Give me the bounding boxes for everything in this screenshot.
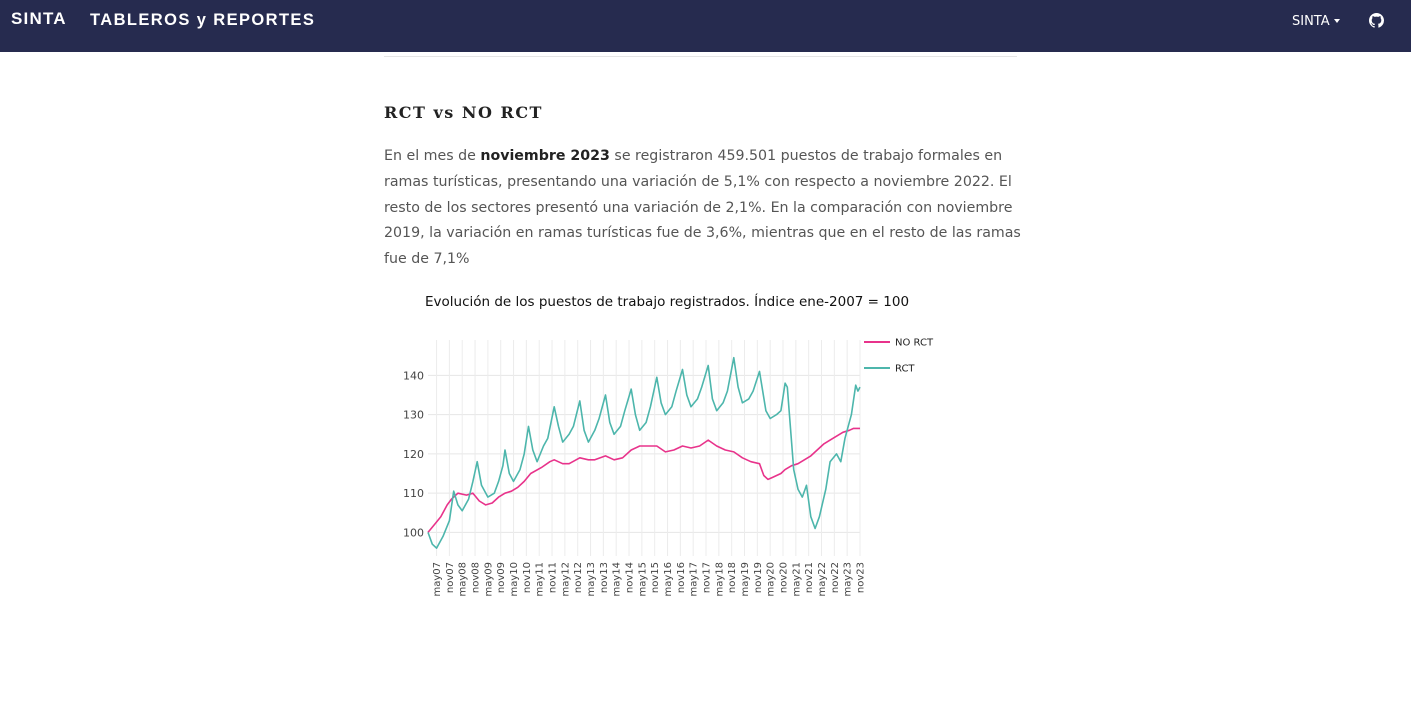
x-tick-label: may22 [817,562,828,597]
chart-title: Evolución de los puestos de trabajo regi… [425,294,910,310]
y-tick-label: 130 [403,409,424,422]
x-tick-label: nov11 [548,562,559,593]
sinta-dropdown[interactable]: SINTA [1292,14,1340,29]
legend-label: RCT [895,364,915,375]
summary-text-start: En el mes de [384,148,481,164]
x-tick-label: nov21 [804,562,815,593]
x-tick-label: nov16 [676,562,687,593]
x-tick-label: may10 [509,562,520,597]
chart-series [427,356,861,549]
x-tick-label: may15 [637,562,648,597]
section-title: RCT vs NO RCT [384,103,543,122]
x-tick-label: nov15 [650,562,661,593]
y-tick-label: 100 [403,526,424,539]
x-tick-label: nov23 [856,562,867,593]
summary-highlight-month: noviembre 2023 [480,148,610,164]
series-line-rct [427,356,861,549]
chart-legend: NO RCT RCT [864,338,934,375]
series-line-no-rct [427,427,860,533]
horizontal-divider [384,56,1017,57]
sinta-dropdown-label: SINTA [1292,14,1330,29]
x-tick-label: nov09 [496,562,507,593]
x-tick-label: may07 [432,562,443,597]
x-tick-label: may23 [843,562,854,597]
github-icon[interactable] [1369,13,1384,28]
x-tick-label: may13 [586,562,597,597]
y-axis: 100 110 120 130 140 [403,369,424,539]
x-axis: may07 nov07 may08 nov08 may09 nov09 may10 nov10… [432,562,866,597]
x-tick-label: nov20 [779,562,790,593]
caret-down-icon [1333,18,1340,23]
x-tick-label: may09 [483,562,494,597]
x-tick-label: may20 [766,562,777,597]
x-tick-label: nov12 [573,562,584,593]
x-tick-label: nov14 [625,562,636,593]
y-tick-label: 120 [403,448,424,461]
summary-text-rest: se registraron 459.501 puestos de trabaj… [384,148,1021,268]
y-tick-label: 110 [403,487,424,500]
x-tick-label: may08 [458,562,469,597]
chart-grid [428,340,861,556]
line-chart: 100 110 120 130 140 may07 nov07 may08 nov08 may0… [403,338,934,597]
y-tick-label: 140 [403,369,424,382]
brand-link[interactable]: SINTA [11,9,67,28]
x-tick-label: may21 [791,562,802,597]
x-tick-label: nov17 [702,562,713,593]
x-tick-label: may14 [612,562,623,597]
x-tick-label: may12 [560,562,571,597]
x-tick-label: nov13 [599,562,610,593]
x-tick-label: nov07 [445,562,456,593]
x-tick-label: nov22 [830,562,841,593]
x-tick-label: may17 [689,562,700,597]
x-tick-label: nov10 [522,562,533,593]
x-tick-label: may16 [663,562,674,597]
x-tick-label: may11 [535,562,546,597]
x-tick-label: nov08 [471,562,482,593]
x-tick-label: nov18 [727,562,738,593]
summary-paragraph: En el mes de noviembre 2023 se registrar… [384,144,1024,273]
legend-label: NO RCT [895,338,934,349]
x-tick-label: nov19 [753,562,764,593]
nav-title-link[interactable]: TABLEROS y REPORTES [90,11,316,29]
top-navbar: SINTA TABLEROS y REPORTES SINTA [0,0,1411,52]
x-tick-label: may19 [740,562,751,597]
x-tick-label: may18 [714,562,725,597]
